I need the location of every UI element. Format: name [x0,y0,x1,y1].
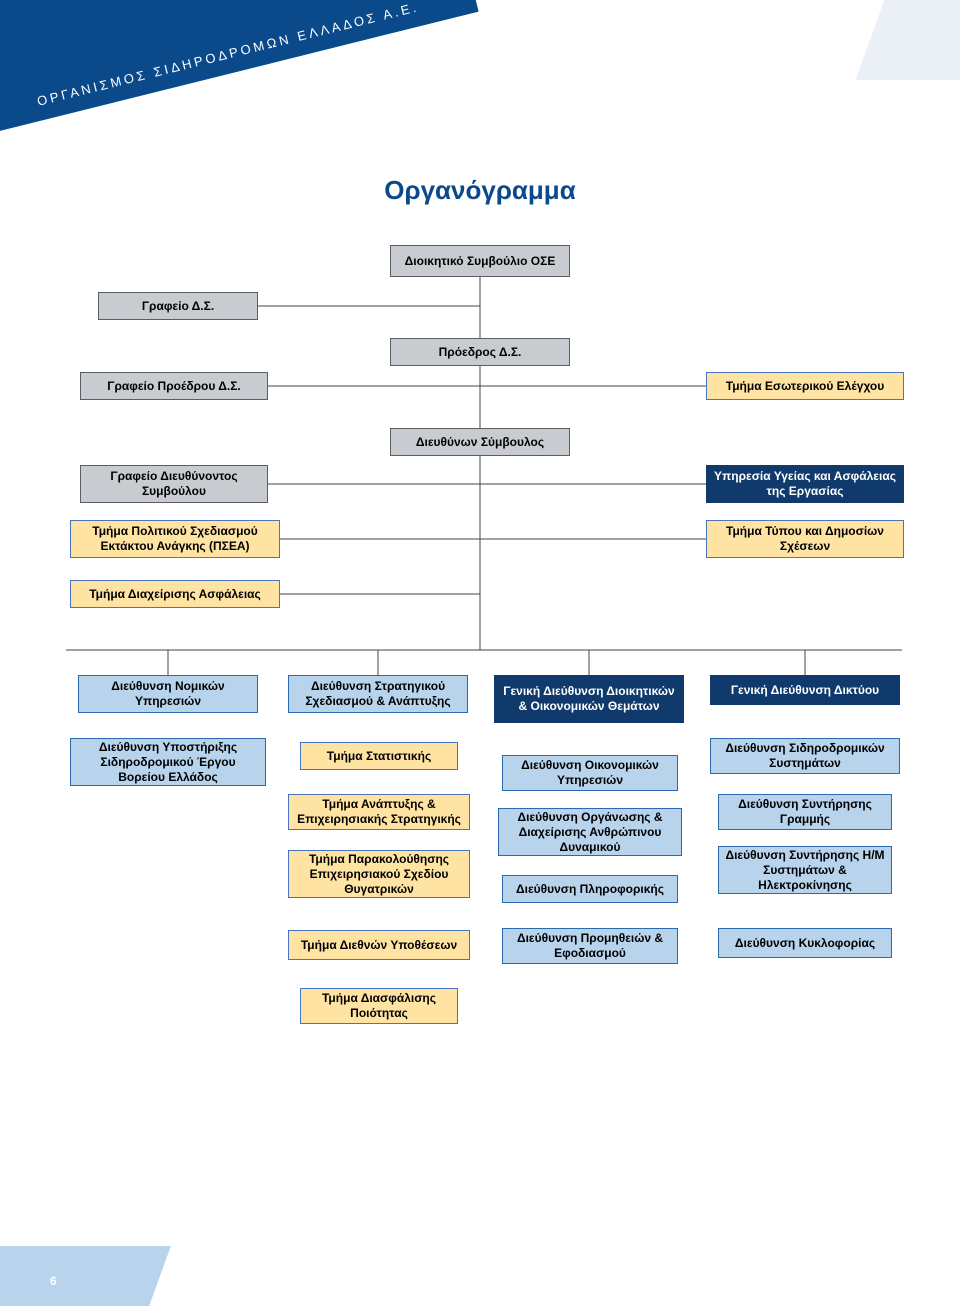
org-node: Γενική Διεύθυνση Δικτύου [710,675,900,705]
org-node: Τμήμα Εσωτερικού Ελέγχου [706,372,904,400]
org-node: Τμήμα Στατιστικής [300,742,458,770]
org-node: Τμήμα Πολιτικού Σχεδιασμού Εκτάκτου Ανάγ… [70,520,280,558]
org-node: Διεύθυνση Σιδηροδρομικών Συστημάτων [710,738,900,774]
org-node: Γραφείο Προέδρου Δ.Σ. [80,372,268,400]
org-node: Τμήμα Διαχείρισης Ασφάλειας [70,580,280,608]
org-node: Διοικητικό Συμβούλιο ΟΣΕ [390,245,570,277]
footer-wedge [0,1246,171,1306]
org-node: Πρόεδρος Δ.Σ. [390,338,570,366]
org-node: Διεύθυνση Προμηθειών & Εφοδιασμού [502,928,678,964]
org-node: Διεύθυνση Συντήρησης Γραμμής [718,794,892,830]
page-number: 6 [50,1274,57,1288]
org-node: Τμήμα Διεθνών Υποθέσεων [288,930,470,960]
org-chart-canvas: Διοικητικό Συμβούλιο ΟΣΕ Γραφείο Δ.Σ. Πρόε… [0,0,960,1306]
org-node: Διεύθυνση Υποστήριξης Σιδηροδρομικού Έργ… [70,738,266,786]
org-node: Διεύθυνση Πληροφορικής [502,875,678,903]
org-node: Υπηρεσία Υγείας και Ασφάλειας της Εργασί… [706,465,904,503]
org-node: Διεύθυνση Στρατηγικού Σχεδιασμού & Ανάπτ… [288,675,468,713]
org-node: Τμήμα Ανάπτυξης & Επιχειρησιακής Στρατηγ… [288,794,470,830]
org-node: Γραφείο Δ.Σ. [98,292,258,320]
org-node: Διεύθυνση Κυκλοφορίας [718,928,892,958]
org-node: Διεύθυνση Οικονομικών Υπηρεσιών [502,755,678,791]
org-node: Διεύθυνση Νομικών Υπηρεσιών [78,675,258,713]
org-node: Διευθύνων Σύμβουλος [390,428,570,456]
org-node: Γραφείο Διευθύνοντος Συμβούλου [80,465,268,503]
org-node: Διεύθυνση Συντήρησης Η/Μ Συστημάτων & Ηλ… [718,846,892,894]
org-node: Γενική Διεύθυνση Διοικητικών & Οικονομικ… [494,675,684,723]
org-node: Τμήμα Τύπου και Δημοσίων Σχέσεων [706,520,904,558]
org-node: Τμήμα Διασφάλισης Ποιότητας [300,988,458,1024]
org-node: Τμήμα Παρακολούθησης Επιχειρησιακού Σχεδ… [288,850,470,898]
org-node: Διεύθυνση Οργάνωσης & Διαχείρισης Ανθρώπ… [498,808,682,856]
